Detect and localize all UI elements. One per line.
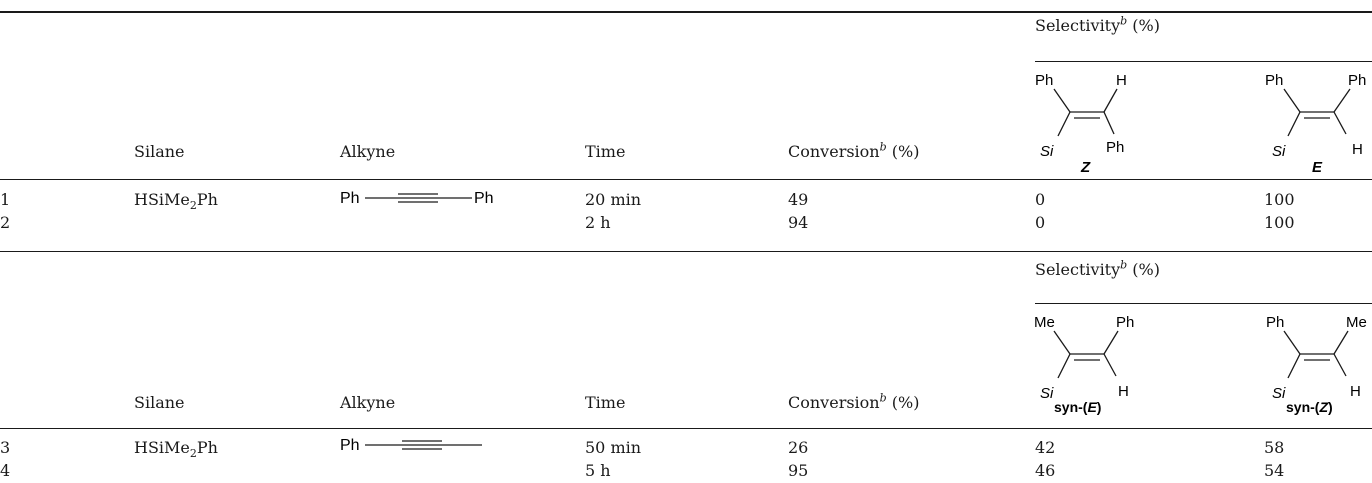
- selectivity-header-1: Selectivityb (%): [1035, 14, 1160, 35]
- svg-text:Ph: Ph: [340, 190, 360, 207]
- syn-e-label: syn-(E): [1054, 399, 1101, 415]
- sel-b-2: 100: [1264, 213, 1295, 232]
- syn-e-bottom-left: Si: [1040, 385, 1054, 402]
- sel-b-3: 58: [1264, 438, 1285, 457]
- phenylpropyne-structure: Ph: [340, 437, 482, 454]
- entry-2: 2: [0, 213, 11, 232]
- silane-3: HSiMe2Ph: [134, 438, 218, 461]
- sel-a-1: 0: [1035, 190, 1046, 209]
- conversion-header-1: Conversionb (%): [788, 140, 920, 161]
- silane-header-1: Silane: [134, 142, 185, 161]
- e-top-right: Ph: [1348, 72, 1366, 89]
- header-rule-1: [0, 179, 1372, 180]
- time-header-2: Time: [585, 393, 626, 412]
- e-bottom-left: Si: [1272, 143, 1286, 160]
- header-rule-2: [0, 428, 1372, 429]
- sel-a-3: 42: [1035, 438, 1056, 457]
- syn-z-bottom-right: H: [1350, 383, 1361, 400]
- syn-z-label: syn-(Z): [1286, 399, 1333, 415]
- syn-z-alkene-structure: Ph Me Si H syn-(Z): [1266, 314, 1367, 415]
- entry-3: 3: [0, 438, 11, 457]
- e-bottom-right: H: [1352, 141, 1363, 158]
- z-alkene-structure: Ph H Si Ph Z: [1035, 72, 1127, 176]
- svg-text:Ph: Ph: [340, 437, 360, 454]
- top-rule: [0, 11, 1372, 13]
- conversion-1: 49: [788, 190, 809, 209]
- time-4: 5 h: [585, 461, 611, 480]
- svg-text:Ph: Ph: [474, 190, 494, 207]
- sel-a-4: 46: [1035, 461, 1056, 480]
- e-label: E: [1312, 159, 1323, 176]
- time-2: 2 h: [585, 213, 611, 232]
- section-rule: [0, 251, 1372, 252]
- sel-a-2: 0: [1035, 213, 1046, 232]
- selectivity-rule-2: [1035, 303, 1372, 304]
- syn-e-top-left: Me: [1034, 314, 1055, 331]
- conversion-header-2: Conversionb (%): [788, 391, 920, 412]
- conversion-3: 26: [788, 438, 809, 457]
- z-bottom-left: Si: [1040, 143, 1054, 160]
- syn-z-top-left: Ph: [1266, 314, 1284, 331]
- time-1: 20 min: [585, 190, 642, 209]
- e-top-left: Ph: [1265, 72, 1283, 89]
- time-3: 50 min: [585, 438, 642, 457]
- syn-z-top-right: Me: [1346, 314, 1367, 331]
- syn-e-alkene-structure: Me Ph Si H syn-(E): [1034, 314, 1134, 415]
- syn-e-top-right: Ph: [1116, 314, 1134, 331]
- z-top-left: Ph: [1035, 72, 1053, 89]
- z-top-right: H: [1116, 72, 1127, 89]
- silane-1: HSiMe2Ph: [134, 190, 218, 213]
- alkyne-header-1: Alkyne: [340, 142, 396, 161]
- e-alkene-structure: Ph Ph Si H E: [1265, 72, 1366, 176]
- sel-b-4: 54: [1264, 461, 1285, 480]
- selectivity-rule-1: [1035, 61, 1372, 62]
- conversion-4: 95: [788, 461, 809, 480]
- sel-b-1: 100: [1264, 190, 1295, 209]
- silane-header-2: Silane: [134, 393, 185, 412]
- diphenylacetylene-structure: Ph Ph: [340, 190, 494, 207]
- syn-z-bottom-left: Si: [1272, 385, 1286, 402]
- entry-1: 1: [0, 190, 11, 209]
- conversion-2: 94: [788, 213, 809, 232]
- z-label: Z: [1080, 159, 1091, 176]
- entry-4: 4: [0, 461, 11, 480]
- alkyne-header-2: Alkyne: [340, 393, 396, 412]
- time-header-1: Time: [585, 142, 626, 161]
- syn-e-bottom-right: H: [1118, 383, 1129, 400]
- selectivity-header-2: Selectivityb (%): [1035, 258, 1160, 279]
- z-bottom-right: Ph: [1106, 139, 1124, 156]
